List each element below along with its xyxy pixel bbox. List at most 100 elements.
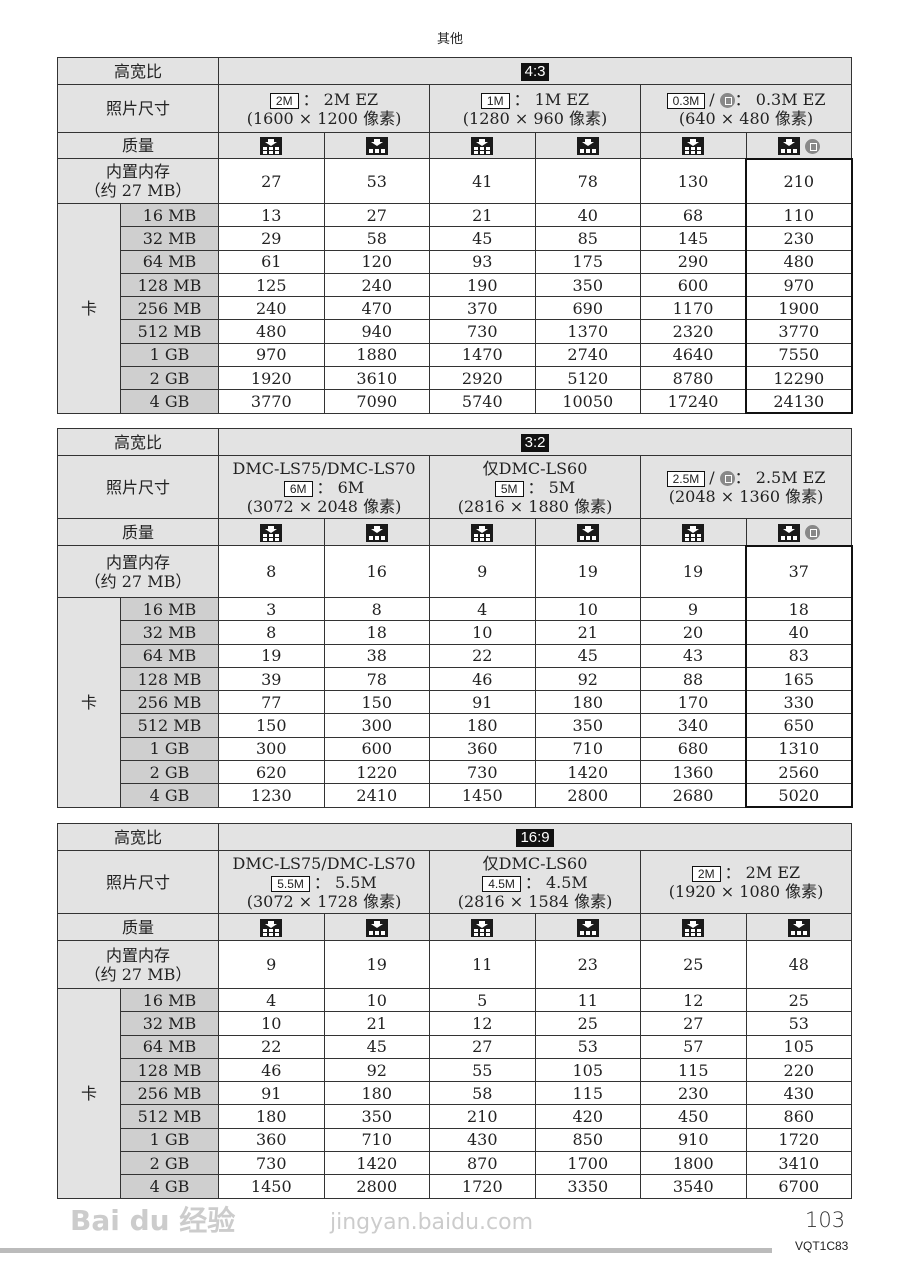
size-row: 照片尺寸 2M： 2M EZ (1600 × 1200 像素) 1M： 1M EZ (1…	[56, 84, 853, 133]
card-size: 2 GB	[119, 760, 220, 785]
card-row: 32 MB 29 58 45 85 145 230	[58, 226, 853, 251]
card-count: 230	[640, 1081, 747, 1106]
card-count: 8	[323, 596, 431, 622]
card-count: 12	[429, 1011, 536, 1036]
card-size: 4 GB	[119, 783, 220, 808]
card-count: 20	[640, 620, 747, 645]
card-size: 128 MB	[119, 1057, 220, 1083]
card-count: 600	[640, 272, 747, 298]
card-row: 2 GB 730 1420 870 1700 1800 3410	[58, 1151, 853, 1176]
card-count: 1450	[429, 783, 536, 808]
card-count: 3770	[745, 319, 853, 344]
card-count: 2560	[745, 760, 853, 785]
card-count: 105	[745, 1034, 853, 1059]
card-count: 10	[429, 620, 536, 645]
card-count: 3	[218, 596, 325, 622]
size-badge: 2.5M	[666, 471, 706, 487]
aspect-cell: 4:3	[218, 57, 853, 85]
builtin-count: 210	[745, 157, 853, 204]
builtin-count: 9	[429, 545, 536, 598]
card-count: 5	[429, 987, 536, 1013]
card-count: 120	[323, 249, 431, 274]
card-count: 710	[323, 1127, 431, 1153]
card-count: 970	[745, 272, 853, 298]
builtin-count: 19	[323, 940, 431, 989]
card-count: 1470	[429, 342, 536, 368]
size-cell: 2M： 2M EZ (1920 × 1080 像素)	[640, 850, 853, 914]
card-count: 4	[218, 987, 325, 1013]
card-count: 240	[323, 272, 431, 298]
card-count: 730	[429, 319, 536, 344]
card-row: 卡 16 MB 13 27 21 40 68 110	[57, 202, 853, 414]
card-row: 64 MB 61 120 93 175 290 480	[58, 249, 853, 274]
card-count: 39	[218, 666, 325, 692]
card-count: 1310	[745, 736, 853, 762]
card-count: 27	[640, 1011, 747, 1036]
pixel-count: (640 × 480 像素)	[678, 108, 814, 128]
builtin-count: 130	[640, 158, 747, 204]
card-count: 2800	[534, 783, 642, 808]
card-size: 16 MB	[119, 596, 220, 622]
card-count: 850	[534, 1127, 642, 1153]
aspect-ratio-badge: 16:9	[516, 829, 554, 847]
card-count: 46	[429, 666, 536, 692]
card-row: 4 GB 3770 7090 5740 10050 17240 24130	[58, 389, 853, 415]
card-count: 175	[534, 249, 642, 274]
card-count: 45	[429, 226, 536, 251]
size-badge: 0.3M	[666, 92, 706, 109]
standard-icon	[534, 132, 642, 159]
card-count: 68	[640, 202, 747, 228]
card-count: 21	[323, 1011, 431, 1036]
card-count: 7550	[745, 342, 853, 368]
builtin-memory-row: 内置内存 （约 27 MB） 9 19 11 23 25 48	[56, 940, 853, 989]
model-note: 仅DMC-LS60	[482, 853, 588, 873]
fine-icon	[640, 913, 747, 941]
card-count: 12	[640, 987, 747, 1013]
standard-icon	[745, 518, 853, 546]
card-size: 256 MB	[119, 296, 220, 321]
card-count: 150	[323, 690, 431, 715]
builtin-count: 27	[218, 158, 325, 204]
builtin-memory-label: 内置内存 （约 27 MB）	[56, 545, 220, 598]
card-count: 3350	[534, 1174, 642, 1199]
aspect-ratio-badge: 4:3	[520, 63, 550, 81]
card-count: 7090	[323, 389, 431, 414]
card-row: 32 MB 10 21 12 25 27 53	[58, 1011, 853, 1036]
watermark-logo: Bai du 经验	[70, 1204, 236, 1237]
builtin-label-line1: 内置内存	[106, 162, 171, 181]
card-count: 680	[640, 736, 747, 762]
builtin-label-line2: （约 27 MB）	[84, 571, 192, 591]
card-count: 2740	[534, 342, 642, 368]
aspect-row: 高宽比 4:3	[56, 57, 853, 85]
standard-icon	[745, 913, 853, 941]
card-count: 2800	[323, 1174, 431, 1199]
builtin-label-line2: （约 27 MB）	[84, 964, 192, 984]
aspect-label: 高宽比	[56, 823, 220, 851]
standard-icon	[323, 913, 431, 941]
card-count: 8	[218, 620, 325, 645]
card-count: 2920	[429, 366, 536, 391]
aspect-label: 高宽比	[56, 57, 220, 85]
card-count: 350	[323, 1104, 431, 1129]
size-text: ： 2M EZ	[302, 89, 379, 109]
card-count: 19	[218, 643, 325, 668]
aspect-label: 高宽比	[56, 428, 220, 456]
builtin-label-line1: 内置内存	[106, 945, 171, 965]
card-count: 480	[745, 249, 853, 274]
card-count: 230	[745, 226, 853, 251]
standard-icon	[534, 518, 642, 546]
card-count: 300	[323, 713, 431, 738]
card-size: 1 GB	[119, 342, 220, 368]
card-count: 53	[745, 1011, 853, 1036]
card-count: 18	[323, 620, 431, 645]
card-count: 5740	[429, 389, 536, 414]
size-row: 照片尺寸 DMC-LS75/DMC-LS70 5.5M： 5.5M (3072 × 1…	[56, 850, 853, 914]
footer-bar	[0, 1248, 772, 1253]
watermark-url: jingyan.baidu.com	[330, 1210, 534, 1235]
low-res-mode-icon	[719, 92, 735, 108]
card-row: 1 GB 360 710 430 850 910 1720	[58, 1127, 853, 1153]
card-row: 32 MB 8 18 10 21 20 40	[58, 620, 853, 645]
card-count: 620	[218, 760, 325, 785]
builtin-count: 23	[534, 940, 642, 989]
